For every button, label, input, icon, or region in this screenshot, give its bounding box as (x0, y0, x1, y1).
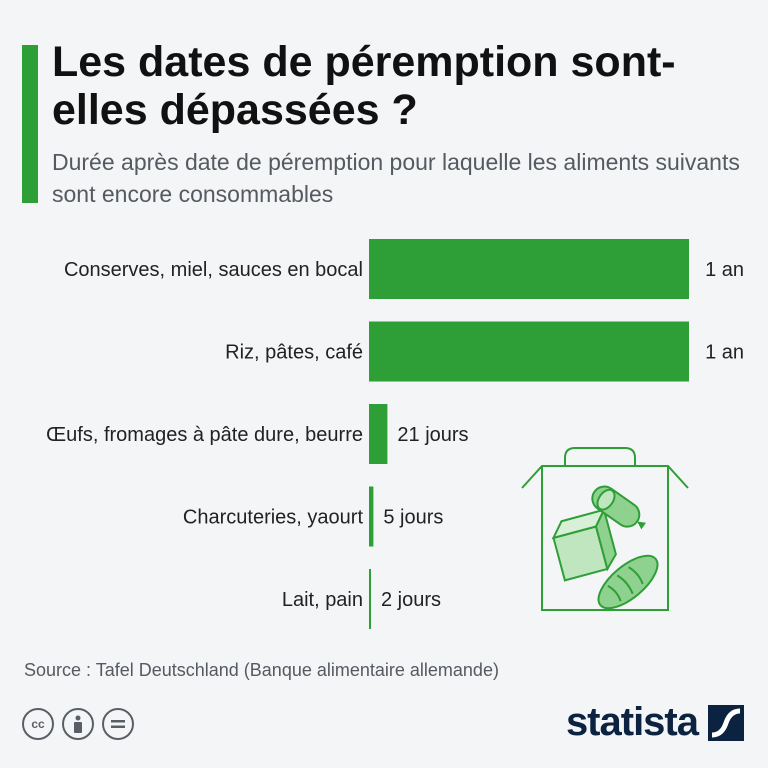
grocery-bag-illustration (521, 447, 689, 611)
bar (369, 569, 371, 629)
brand-name: statista (565, 700, 699, 744)
value-label: 5 jours (383, 507, 443, 529)
bar (369, 239, 689, 299)
no-derivatives-icon[interactable] (102, 708, 134, 740)
attribution-icon[interactable] (62, 708, 94, 740)
source-note: Source : Tafel Deutschland (Banque alime… (24, 660, 499, 680)
cc-icon[interactable]: cc (22, 708, 54, 740)
bar (369, 321, 689, 382)
statista-logo-icon (708, 704, 744, 741)
chart-subtitle: Durée après date de péremption pour laqu… (52, 149, 740, 207)
value-label: 1 an (705, 259, 744, 281)
category-label: Œufs, fromages à pâte dure, beurre (46, 424, 363, 446)
statista-logo[interactable]: statista (566, 700, 744, 745)
category-label: Riz, pâtes, café (225, 342, 363, 364)
category-label: Charcuteries, yaourt (183, 507, 364, 529)
license-icons: cc (22, 708, 134, 740)
bar (369, 404, 388, 464)
bar (369, 486, 374, 547)
value-label: 1 an (705, 342, 744, 364)
title-accent-bar (22, 45, 38, 203)
bar-chart: Conserves, miel, sauces en bocal 1 an Riz,… (46, 239, 744, 629)
chart-title: Les dates de péremption sont-elles dépas… (52, 38, 676, 134)
value-label: 2 jours (381, 589, 441, 611)
category-label: Lait, pain (282, 589, 363, 611)
category-label: Conserves, miel, sauces en bocal (64, 259, 363, 281)
value-label: 21 jours (397, 424, 468, 446)
